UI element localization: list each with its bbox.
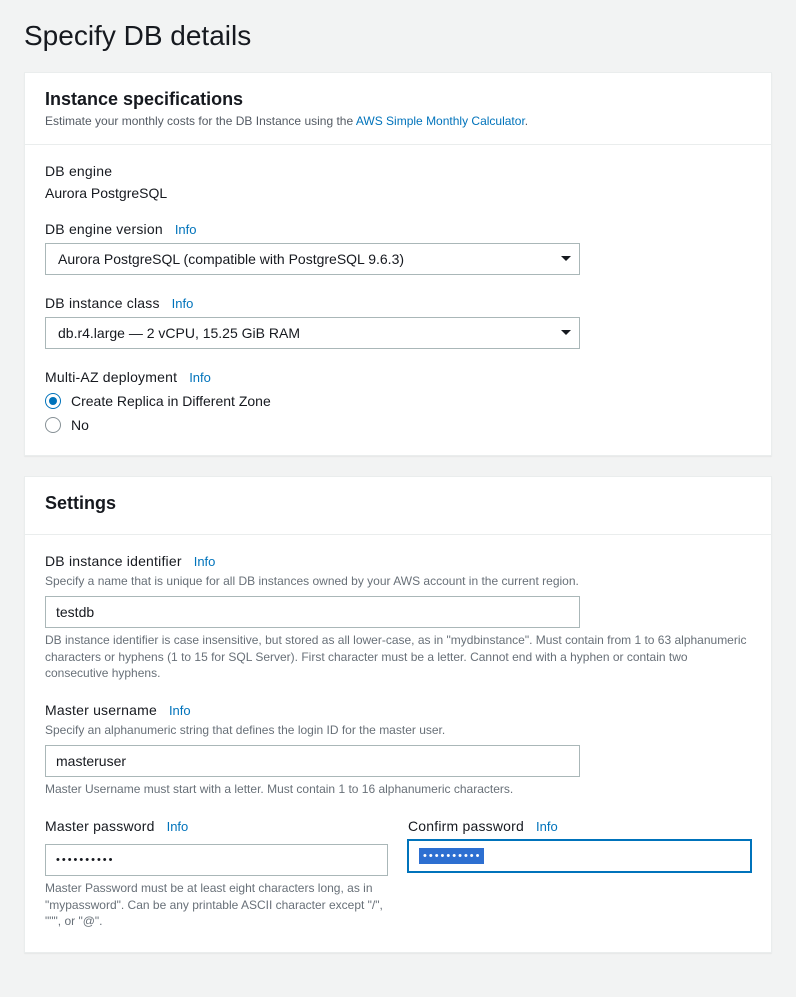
- instance-spec-desc: Estimate your monthly costs for the DB I…: [45, 114, 751, 128]
- page-title: Specify DB details: [24, 20, 772, 52]
- master-password-label: Master password: [45, 818, 155, 834]
- confirm-password-selected-text: ••••••••••: [419, 848, 484, 864]
- instance-spec-heading: Instance specifications: [45, 89, 751, 110]
- settings-heading: Settings: [45, 493, 751, 514]
- master-username-input[interactable]: [45, 745, 580, 777]
- multi-az-replica-label: Create Replica in Different Zone: [71, 393, 271, 409]
- db-identifier-group: DB instance identifier Info Specify a na…: [45, 553, 751, 682]
- multi-az-group: Multi-AZ deployment Info Create Replica …: [45, 369, 751, 433]
- confirm-password-group: Confirm password Info ••••••••••: [408, 818, 751, 930]
- db-engine-version-group: DB engine version Info Aurora PostgreSQL…: [45, 221, 751, 275]
- confirm-password-info[interactable]: Info: [536, 819, 558, 834]
- confirm-password-label: Confirm password: [408, 818, 524, 834]
- confirm-password-input[interactable]: ••••••••••: [408, 840, 751, 872]
- db-identifier-input[interactable]: [45, 596, 580, 628]
- master-username-info[interactable]: Info: [169, 703, 191, 718]
- panel-header: Settings: [25, 477, 771, 535]
- master-username-hint-above: Specify an alphanumeric string that defi…: [45, 722, 751, 739]
- db-engine-version-select[interactable]: Aurora PostgreSQL (compatible with Postg…: [45, 243, 580, 275]
- db-instance-class-label: DB instance class: [45, 295, 160, 311]
- db-identifier-hint-above: Specify a name that is unique for all DB…: [45, 573, 751, 590]
- panel-header: Instance specifications Estimate your mo…: [25, 73, 771, 145]
- radio-icon: [45, 393, 61, 409]
- settings-panel: Settings DB instance identifier Info Spe…: [24, 476, 772, 953]
- db-engine-version-label: DB engine version: [45, 221, 163, 237]
- db-engine-label: DB engine: [45, 163, 112, 179]
- master-username-label: Master username: [45, 702, 157, 718]
- multi-az-no-label: No: [71, 417, 89, 433]
- calculator-link[interactable]: AWS Simple Monthly Calculator: [356, 114, 525, 128]
- instance-specifications-panel: Instance specifications Estimate your mo…: [24, 72, 772, 456]
- master-password-group: Master password Info Master Password mus…: [45, 818, 388, 930]
- db-engine-value: Aurora PostgreSQL: [45, 185, 751, 201]
- db-identifier-hint-below: DB instance identifier is case insensiti…: [45, 632, 751, 682]
- db-instance-class-info[interactable]: Info: [172, 296, 194, 311]
- db-instance-class-group: DB instance class Info db.r4.large — 2 v…: [45, 295, 751, 349]
- master-username-hint-below: Master Username must start with a letter…: [45, 781, 751, 798]
- multi-az-radio-replica[interactable]: Create Replica in Different Zone: [45, 393, 751, 409]
- master-username-group: Master username Info Specify an alphanum…: [45, 702, 751, 798]
- db-engine-group: DB engine Aurora PostgreSQL: [45, 163, 751, 201]
- db-engine-version-info[interactable]: Info: [175, 222, 197, 237]
- multi-az-label: Multi-AZ deployment: [45, 369, 177, 385]
- db-instance-class-select[interactable]: db.r4.large — 2 vCPU, 15.25 GiB RAM: [45, 317, 580, 349]
- db-identifier-info[interactable]: Info: [194, 554, 216, 569]
- db-instance-class-selected: db.r4.large — 2 vCPU, 15.25 GiB RAM: [58, 325, 300, 341]
- db-identifier-label: DB instance identifier: [45, 553, 182, 569]
- multi-az-radio-no[interactable]: No: [45, 417, 751, 433]
- master-password-info[interactable]: Info: [167, 819, 189, 834]
- master-password-input[interactable]: [45, 844, 388, 876]
- multi-az-info[interactable]: Info: [189, 370, 211, 385]
- master-password-hint-below: Master Password must be at least eight c…: [45, 880, 388, 930]
- radio-icon: [45, 417, 61, 433]
- desc-prefix: Estimate your monthly costs for the DB I…: [45, 114, 356, 128]
- desc-suffix: .: [525, 114, 528, 128]
- db-engine-version-selected: Aurora PostgreSQL (compatible with Postg…: [58, 251, 404, 267]
